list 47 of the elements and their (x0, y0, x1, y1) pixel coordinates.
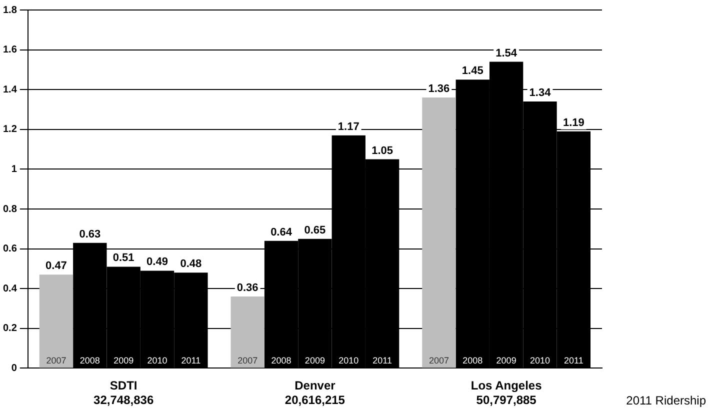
data-label: 1.17 (338, 120, 360, 133)
data-label: 0.63 (79, 228, 101, 240)
series-label: 2007 (46, 356, 66, 366)
x-tick-label: Denver 20,616,215 (284, 378, 346, 408)
bar (39, 274, 74, 368)
data-label: 0.48 (180, 258, 202, 270)
text: 2008 (271, 356, 292, 366)
text: 2010 (530, 356, 550, 366)
text: 2008 (462, 356, 483, 366)
y-tick-label: 1.4 (2, 84, 18, 96)
y-tick-label: 0.8 (2, 204, 18, 215)
data-label: 1.54 (496, 47, 518, 60)
data-label: 0.36 (236, 282, 258, 294)
x-tick-label: SDTI 32,748,836 (94, 378, 154, 408)
data-label: 1.36 (428, 83, 450, 96)
text: 2009 (304, 356, 325, 366)
data-label: 0.51 (112, 252, 134, 264)
text: 2009 (496, 356, 516, 366)
series-label: 2008 (80, 356, 100, 366)
data-label: 1.19 (562, 116, 584, 129)
data-label: 1.05 (372, 144, 394, 157)
series-label: 2011 (181, 356, 201, 366)
text: 2007 (428, 356, 449, 366)
data-label: 0.47 (46, 260, 67, 272)
y-tick-label: 1 (11, 164, 18, 175)
text: 2010 (338, 356, 359, 366)
x-tick-label: Los Angeles 50,797,885 (470, 378, 542, 408)
y-tick-label: 0.6 (2, 244, 18, 255)
data-label: 0.64 (270, 226, 293, 238)
bar (422, 98, 456, 368)
text: 2007 (238, 356, 258, 366)
data-label: 0.65 (304, 224, 326, 236)
y-tick-label: 0 (11, 362, 18, 374)
text: 2011 (564, 356, 584, 366)
y-tick-label: 0.2 (2, 323, 18, 334)
data-label: 1.45 (462, 65, 484, 78)
y-tick-label: 1.2 (2, 124, 18, 136)
bar (230, 296, 264, 368)
text: 2011 Ridership (626, 394, 706, 408)
series-label: 2010 (147, 356, 168, 366)
y-tick-label: 0.4 (2, 283, 18, 294)
y-tick-label: 1.8 (2, 4, 18, 16)
data-label: 0.49 (146, 256, 168, 268)
text: 2011 (372, 356, 392, 366)
data-label: 1.34 (529, 87, 552, 100)
series-label: 2009 (114, 356, 134, 366)
y-tick-label: 1.6 (2, 44, 18, 56)
